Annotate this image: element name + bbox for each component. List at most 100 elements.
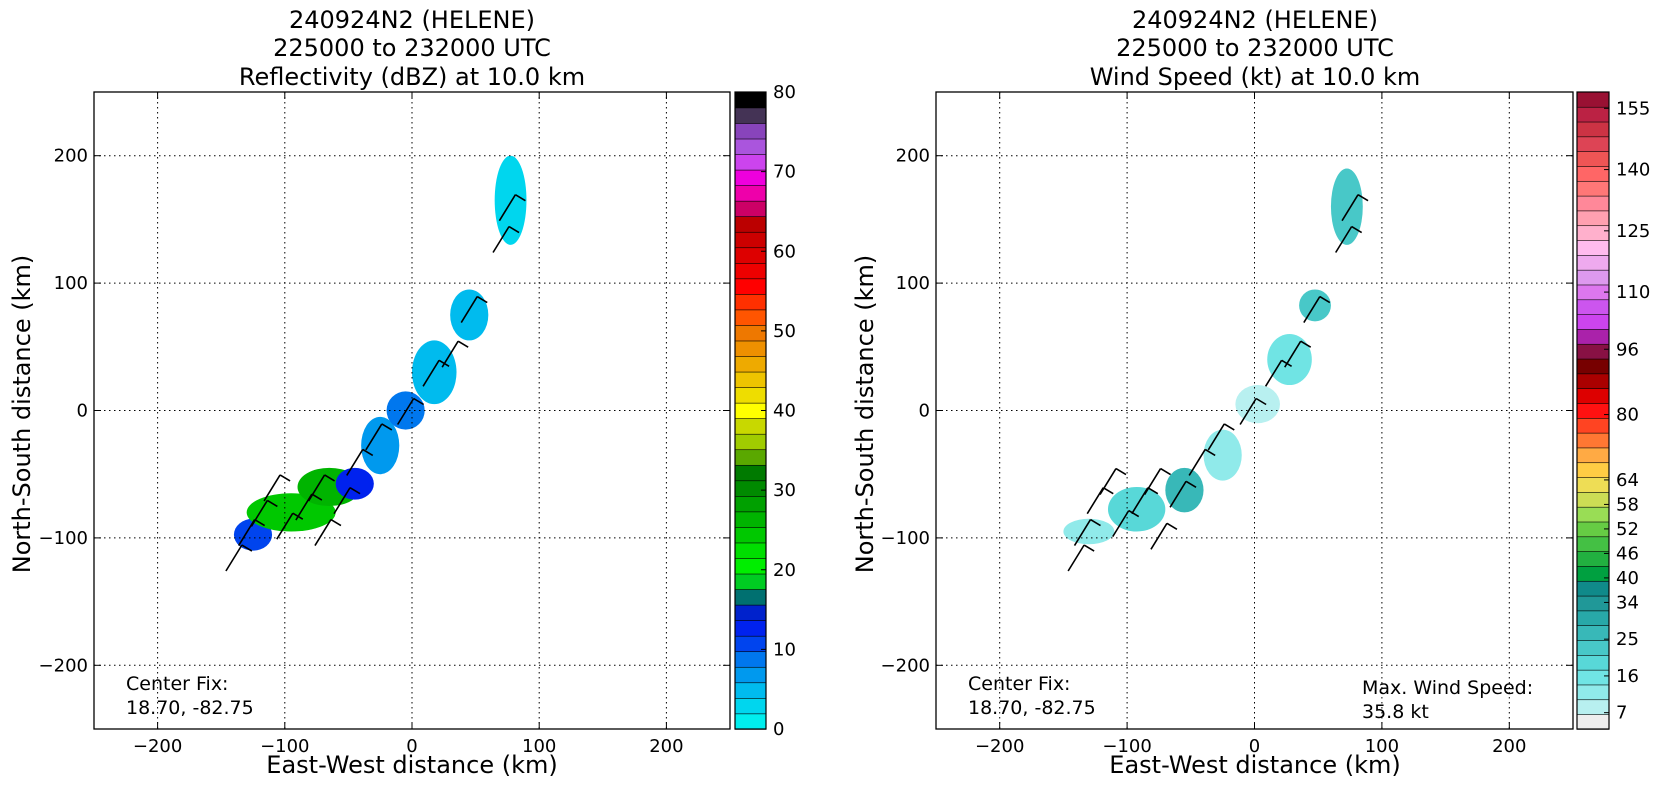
colorbar-segment-34 [1576,210,1610,227]
field-blob-3 [1203,429,1242,481]
colorbar-segment-24 [734,340,767,357]
y-ticks: −200 −100 0 100 200 [881,146,1573,676]
reflectivity-colorbar: 0 10 20 30 40 50 60 70 80 [734,82,796,740]
colorbar-segment-26 [1576,328,1610,345]
colorbar-segment-38 [734,122,767,140]
wind-barb-13 [441,340,469,368]
max-wind-value: 35.8 kt [1362,701,1429,723]
colorbar-segment-42 [1576,91,1610,108]
field-blob-2 [1165,467,1204,513]
colorbar-tick-label-13: 140 [1616,160,1650,181]
title-line-3: Reflectivity (dBZ) at 10.0 km [239,63,585,91]
colorbar-tick-label-1: 10 [773,639,796,660]
wind-barb-7 [1150,522,1178,550]
wind-speed-colorbar: 7 16 25 34 40 46 52 58 64 80 96 110 125 140 155 [1576,91,1650,730]
colorbar-segment-34 [734,184,767,202]
colorbar-segment-30 [734,247,767,264]
wind-barb-10 [365,423,393,451]
colorbar-segment-22 [734,371,767,388]
colorbar-tick-label-7: 70 [773,162,796,183]
colorbar-segment-2 [734,682,767,699]
colorbar-segment-37 [734,138,767,155]
x-tick-label-1: −100 [260,736,309,757]
center-fix-value: 18.70, -82.75 [968,697,1096,719]
field-blob-4 [361,416,400,475]
colorbar-segment-36 [734,153,767,171]
colorbar-segment-16 [734,464,767,482]
x-tick-label-4: 200 [649,736,683,757]
wind-barb-1 [1073,518,1101,546]
colorbar-segment-38 [1576,150,1610,167]
colorbar-segment-24 [1576,358,1610,375]
y-tick-label-1: −100 [881,528,930,549]
colorbar-segment-23 [1576,373,1610,389]
wind-barb-11 [396,397,425,425]
colorbar-segment-6 [734,619,767,637]
field-blob-7 [450,289,489,341]
colorbar-tick-label-5: 50 [773,321,796,342]
colorbar-segment-31 [1576,254,1610,271]
colorbar-segment-10 [734,557,767,575]
y-tick-label-4: 200 [54,146,88,167]
colorbar-tick-label-2: 20 [773,560,796,581]
wind-barbs [225,193,526,572]
wind-barb-16 [1341,193,1369,222]
colorbar-tick-label-10: 96 [1616,339,1639,360]
colorbar-segment-17 [1576,462,1610,478]
wind-speed-field [1063,168,1363,545]
colorbar-segment-4 [1576,654,1610,671]
colorbar-segment-21 [1576,402,1610,419]
wind-barb-16 [498,193,526,222]
x-tick-label-4: 200 [1492,736,1526,757]
center-fix-value: 18.70, -82.75 [126,697,254,719]
grid-lines [936,92,1573,729]
colorbar-segment-19 [734,417,767,435]
reflectivity-panel: 240924N2 (HELENE) 225000 to 232000 UTC R… [8,6,796,779]
colorbar-tick-label-0: 7 [1616,703,1627,724]
y-tick-label-0: −200 [39,655,88,676]
y-tick-label-4: 200 [896,146,930,167]
y-tick-label-3: 100 [896,273,930,294]
x-axis-label: East-West distance (km) [1109,751,1400,779]
colorbar-segment-11 [734,542,767,559]
x-tick-label-2: 0 [406,736,417,757]
title-line-1: 240924N2 (HELENE) [1132,6,1378,34]
colorbar-tick-label-4: 40 [773,401,796,422]
x-tick-label-2: 0 [1249,736,1260,757]
colorbar-frame [1576,91,1610,730]
wind-barb-7 [314,518,342,546]
colorbar-segment-32 [1576,239,1610,256]
wind-barb-9 [346,448,374,476]
colorbar-segment-31 [734,231,767,249]
colorbar-tick-label-6: 52 [1616,519,1639,540]
wind-barbs [1067,193,1369,572]
colorbar-segment-27 [734,293,767,311]
colorbar-segment-18 [734,433,767,451]
colorbar-segment-39 [1576,136,1610,152]
wind-speed-panel: 240924N2 (HELENE) 225000 to 232000 UTC W… [851,6,1650,779]
colorbar-segment-33 [1576,225,1610,241]
colorbar-segment-13 [734,511,767,528]
colorbar-tick-label-2: 25 [1616,629,1639,650]
colorbar-segment-20 [1576,417,1610,434]
colorbar-segment-40 [734,91,767,109]
center-fix-label: Center Fix: [126,673,228,695]
colorbar-segment-18 [1576,447,1610,464]
grid-lines [94,92,730,729]
x-tick-label-0: −200 [975,736,1024,757]
wind-barb-8 [333,486,361,515]
max-wind-label: Max. Wind Speed: [1362,677,1533,699]
colorbar-segment-28 [1576,299,1610,315]
colorbar-segment-27 [1576,313,1610,330]
colorbar-segment-21 [734,386,767,404]
wind-barb-3 [263,474,291,502]
colorbar-segment-7 [1576,610,1610,627]
colorbar-segment-28 [734,278,767,295]
wind-barb-6 [1143,467,1171,495]
y-tick-label-2: 0 [77,401,88,422]
y-tick-label-1: −100 [39,528,88,549]
colorbar-segment-10 [1576,565,1610,582]
colorbar-tick-label-3: 30 [773,480,796,501]
wind-barb-8 [1169,480,1197,508]
colorbar-segment-6 [1576,625,1610,641]
